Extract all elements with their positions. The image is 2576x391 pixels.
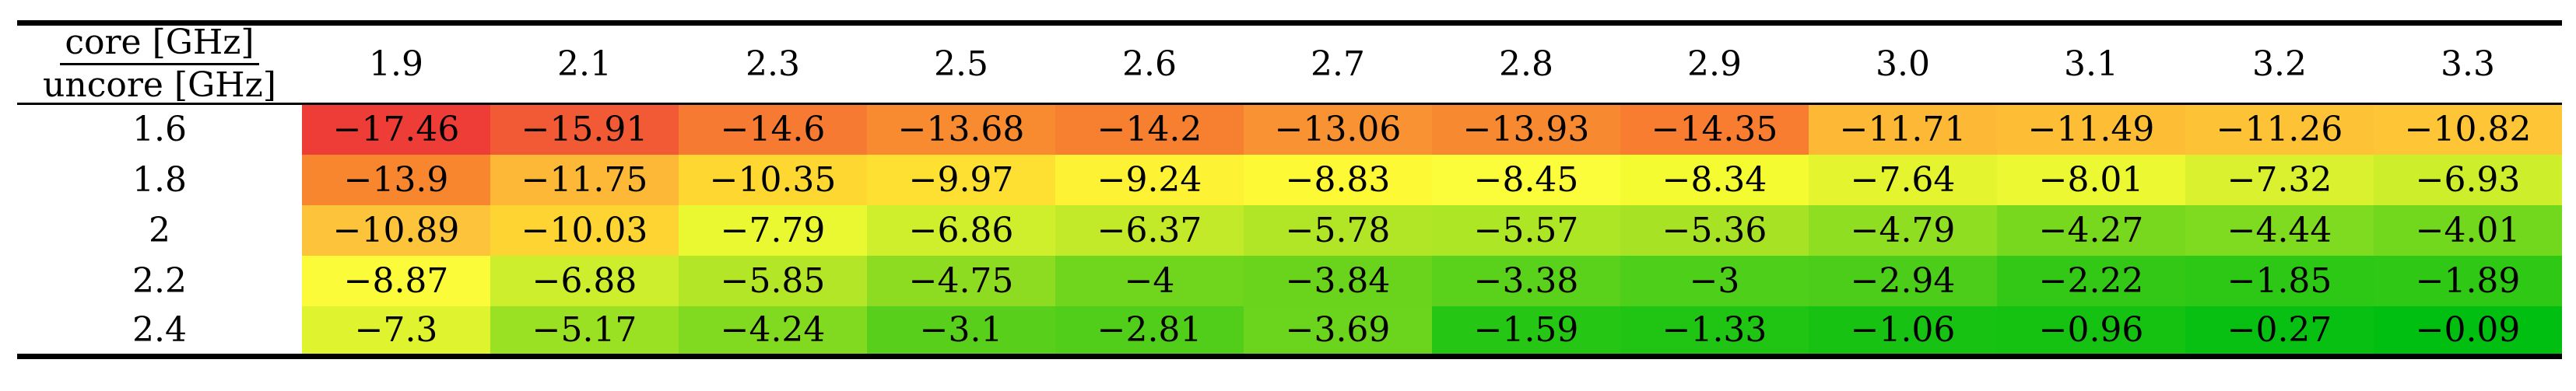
heatmap-cell: −1.06 xyxy=(1809,305,1997,359)
y-axis-title: uncore [GHz] xyxy=(43,65,276,104)
heatmap-cell: −5.36 xyxy=(1620,204,1809,256)
heatmap-cell: −4.27 xyxy=(1997,204,2185,256)
heatmap-cell: −13.68 xyxy=(867,103,1055,155)
column-header: 3.0 xyxy=(1809,20,1997,105)
axis-corner-label: core [GHz] uncore [GHz] xyxy=(17,20,302,105)
heatmap-cell: −10.35 xyxy=(679,154,867,205)
heatmap-cell: −4.01 xyxy=(2374,204,2562,256)
heatmap-row: 1.6 −17.46 −15.91 −14.6 −13.68 −14.2 −13.06 −13… xyxy=(17,103,2562,155)
heatmap-cell: −9.97 xyxy=(867,154,1055,205)
heatmap-cell: −6.37 xyxy=(1055,204,1244,256)
heatmap-row: 2 −10.89 −10.03 −7.79 −6.86 −6.37 −5.78 −5.57 −5… xyxy=(17,204,2562,256)
heatmap-cell: −8.34 xyxy=(1620,154,1809,205)
heatmap-cell: −4.75 xyxy=(867,255,1055,306)
heatmap-cell: −1.89 xyxy=(2374,255,2562,306)
heatmap-cell: −5.57 xyxy=(1432,204,1620,256)
column-header: 2.1 xyxy=(490,20,679,105)
heatmap-cell: −11.26 xyxy=(2185,103,2374,155)
heatmap-cell: −14.2 xyxy=(1055,103,1244,155)
heatmap-row: 2.4 −7.3 −5.17 −4.24 −3.1 −2.81 −3.69 −1.59 −1.3… xyxy=(17,305,2562,359)
heatmap-cell: −3.1 xyxy=(867,305,1055,359)
heatmap-row: 2.2 −8.87 −6.88 −5.85 −4.75 −4 −3.84 −3.38 −3 −2.… xyxy=(17,255,2562,306)
heatmap-cell: −8.45 xyxy=(1432,154,1620,205)
heatmap-cell: −6.93 xyxy=(2374,154,2562,205)
heatmap-cell: −2.22 xyxy=(1997,255,2185,306)
heatmap-cell: −0.09 xyxy=(2374,305,2562,359)
heatmap-cell: −1.85 xyxy=(2185,255,2374,306)
heatmap-row: 1.8 −13.9 −11.75 −10.35 −9.97 −9.24 −8.83 −8.45… xyxy=(17,154,2562,205)
heatmap-cell: −3.69 xyxy=(1244,305,1432,359)
heatmap-cell: −5.17 xyxy=(490,305,679,359)
heatmap-cell: −7.79 xyxy=(679,204,867,256)
row-label: 1.8 xyxy=(132,159,187,200)
heatmap-cell: −1.59 xyxy=(1432,305,1620,359)
heatmap-cell: −13.93 xyxy=(1432,103,1620,155)
header-row: core [GHz] uncore [GHz] 1.9 2.1 2.3 2.5 2.6 2… xyxy=(17,20,2562,105)
heatmap-cell: −13.9 xyxy=(302,154,490,205)
heatmap-table: core [GHz] uncore [GHz] 1.9 2.1 2.3 2.5 2.6 2… xyxy=(17,20,2562,359)
column-header: 2.9 xyxy=(1620,20,1809,105)
column-header: 3.1 xyxy=(1997,20,2185,105)
column-header: 2.3 xyxy=(679,20,867,105)
heatmap-cell: −2.81 xyxy=(1055,305,1244,359)
heatmap-cell: −4.79 xyxy=(1809,204,1997,256)
row-label: 2.4 xyxy=(17,305,302,359)
heatmap-cell: −7.64 xyxy=(1809,154,1997,205)
heatmap-cell: −8.87 xyxy=(302,255,490,306)
heatmap-cell: −11.71 xyxy=(1809,103,1997,155)
heatmap-cell: −0.27 xyxy=(2185,305,2374,359)
column-header: 2.7 xyxy=(1244,20,1432,105)
column-header: 2.5 xyxy=(867,20,1055,105)
heatmap-cell: −10.82 xyxy=(2374,103,2562,155)
heatmap-cell: −5.78 xyxy=(1244,204,1432,256)
heatmap-cell: −17.46 xyxy=(302,103,490,155)
heatmap-cell: −3 xyxy=(1620,255,1809,306)
row-label: 2.2 xyxy=(132,260,187,301)
heatmap-cell: −10.89 xyxy=(302,204,490,256)
heatmap-cell: −2.94 xyxy=(1809,255,1997,306)
heatmap-cell: −4.24 xyxy=(679,305,867,359)
heatmap-cell: −14.35 xyxy=(1620,103,1809,155)
heatmap-cell: −1.33 xyxy=(1620,305,1809,359)
heatmap-cell: −7.3 xyxy=(302,305,490,359)
heatmap-cell: −9.24 xyxy=(1055,154,1244,205)
column-header: 2.6 xyxy=(1055,20,1244,105)
heatmap-cell: −8.01 xyxy=(1997,154,2185,205)
heatmap-cell: −0.96 xyxy=(1997,305,2185,359)
heatmap-cell: −6.86 xyxy=(867,204,1055,256)
heatmap-cell: −10.03 xyxy=(490,204,679,256)
heatmap-cell: −4 xyxy=(1055,255,1244,306)
heatmap-cell: −3.84 xyxy=(1244,255,1432,306)
row-label: 2 xyxy=(149,210,170,250)
heatmap-body: 1.6 −17.46 −15.91 −14.6 −13.68 −14.2 −13.06 −13… xyxy=(17,103,2562,359)
row-label: 1.6 xyxy=(132,110,187,150)
heatmap-cell: −7.32 xyxy=(2185,154,2374,205)
heatmap-cell: −11.75 xyxy=(490,154,679,205)
heatmap-cell: −14.6 xyxy=(679,103,867,155)
heatmap-cell: −11.49 xyxy=(1997,103,2185,155)
heatmap-cell: −13.06 xyxy=(1244,103,1432,155)
column-header: 1.9 xyxy=(302,20,490,105)
x-axis-title: core [GHz] xyxy=(60,29,259,65)
heatmap-cell: −8.83 xyxy=(1244,154,1432,205)
column-header: 3.2 xyxy=(2185,20,2374,105)
column-header: 2.8 xyxy=(1432,20,1620,105)
heatmap-cell: −3.38 xyxy=(1432,255,1620,306)
column-header: 3.3 xyxy=(2374,20,2562,105)
heatmap-cell: −4.44 xyxy=(2185,204,2374,256)
heatmap-cell: −15.91 xyxy=(490,103,679,155)
heatmap-cell: −6.88 xyxy=(490,255,679,306)
heatmap-cell: −5.85 xyxy=(679,255,867,306)
